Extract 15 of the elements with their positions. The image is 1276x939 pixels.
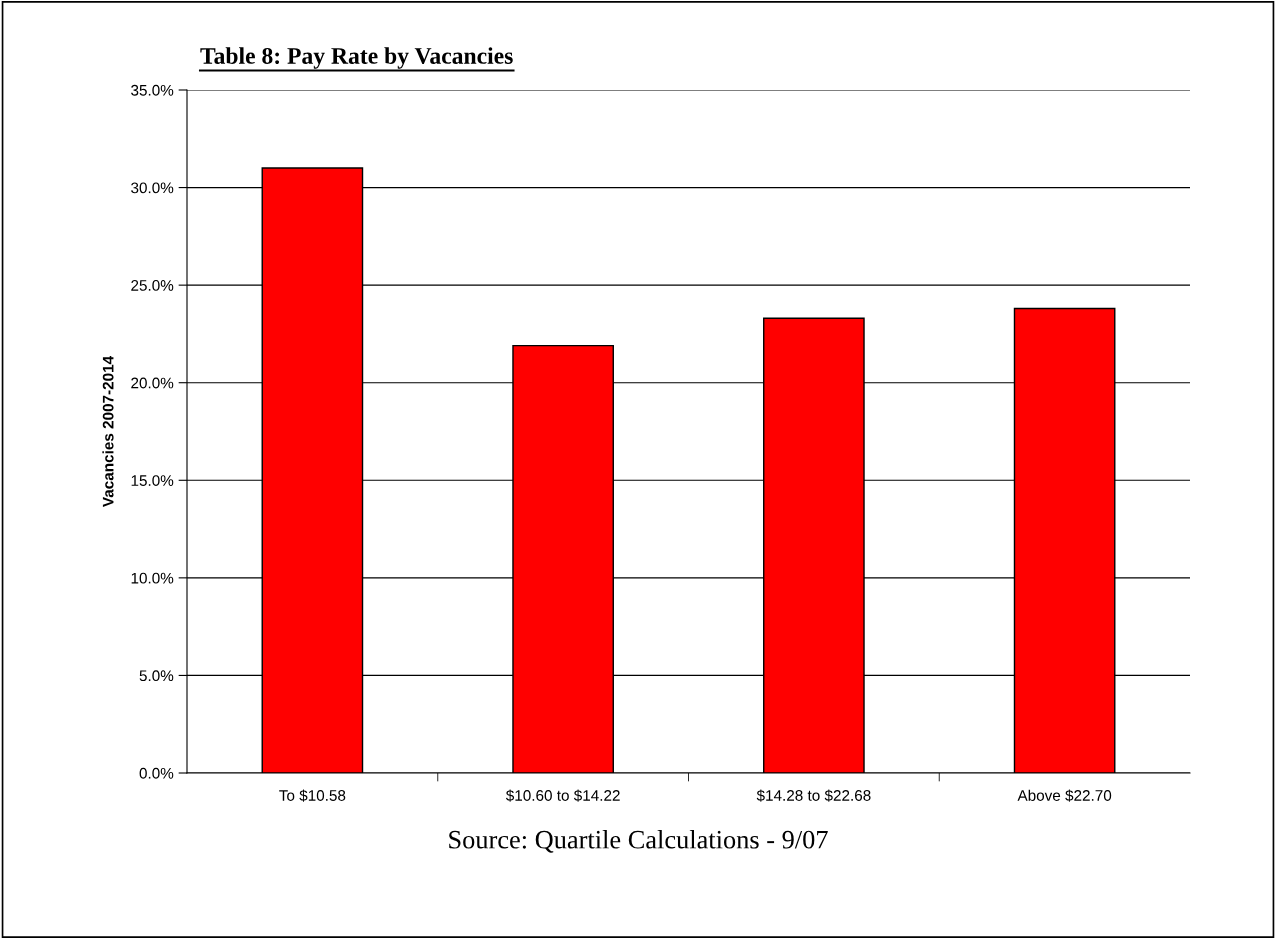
y-axis-title: Vacancies 2007-2014 xyxy=(102,355,114,507)
x-tick-label: Above $22.70 xyxy=(1017,789,1112,802)
chart-title: Table 8: Pay Rate by Vacancies xyxy=(200,47,513,69)
y-tick-label: 20.0% xyxy=(131,377,174,389)
y-tick-label: 35.0% xyxy=(131,84,174,96)
y-tick-label: 10.0% xyxy=(131,572,174,584)
y-tick-label: 25.0% xyxy=(131,280,174,291)
x-tick-label: $10.60 to $14.22 xyxy=(505,789,620,802)
y-tick-label: 0.0% xyxy=(139,767,174,779)
y-tick-label: 5.0% xyxy=(139,670,174,682)
x-tick-label: To $10.58 xyxy=(279,789,346,802)
y-tick-label: 30.0% xyxy=(131,182,174,194)
x-tick-label: $14.28 to $22.68 xyxy=(756,789,871,802)
y-tick-label: 15.0% xyxy=(131,475,174,486)
source-note: Source: Quartile Calculations - 9/07 xyxy=(449,830,828,853)
